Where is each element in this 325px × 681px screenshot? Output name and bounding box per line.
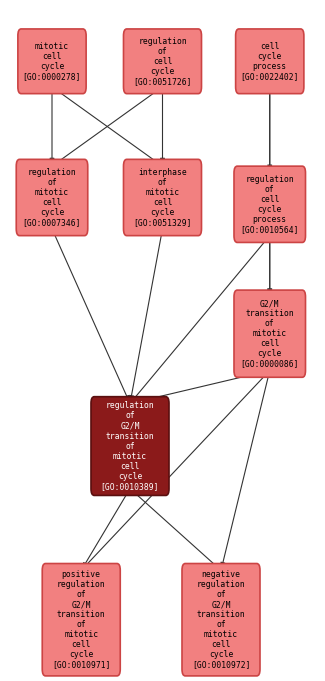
Text: mitotic
cell
cycle
[GO:0000278]: mitotic cell cycle [GO:0000278] [23, 42, 81, 81]
FancyBboxPatch shape [182, 564, 260, 676]
FancyBboxPatch shape [16, 159, 88, 236]
Text: cell
cycle
process
[GO:0022402]: cell cycle process [GO:0022402] [240, 42, 299, 81]
FancyBboxPatch shape [91, 396, 169, 496]
Text: G2/M
transition
of
mitotic
cell
cycle
[GO:0000086]: G2/M transition of mitotic cell cycle [G… [240, 299, 299, 368]
FancyBboxPatch shape [124, 159, 202, 236]
Text: regulation
of
cell
cycle
process
[GO:0010564]: regulation of cell cycle process [GO:001… [240, 174, 299, 234]
Text: positive
regulation
of
G2/M
transition
of
mitotic
cell
cycle
[GO:0010971]: positive regulation of G2/M transition o… [52, 570, 110, 669]
Text: regulation
of
G2/M
transition
of
mitotic
cell
cycle
[GO:0010389]: regulation of G2/M transition of mitotic… [101, 401, 159, 491]
Text: regulation
of
cell
cycle
[GO:0051726]: regulation of cell cycle [GO:0051726] [133, 37, 192, 86]
Text: regulation
of
mitotic
cell
cycle
[GO:0007346]: regulation of mitotic cell cycle [GO:000… [23, 168, 81, 227]
Text: negative
regulation
of
G2/M
transition
of
mitotic
cell
cycle
[GO:0010972]: negative regulation of G2/M transition o… [192, 570, 250, 669]
FancyBboxPatch shape [234, 166, 306, 242]
FancyBboxPatch shape [42, 564, 120, 676]
FancyBboxPatch shape [236, 29, 304, 93]
Text: interphase
of
mitotic
cell
cycle
[GO:0051329]: interphase of mitotic cell cycle [GO:005… [133, 168, 192, 227]
FancyBboxPatch shape [124, 29, 202, 93]
FancyBboxPatch shape [234, 290, 306, 377]
FancyBboxPatch shape [18, 29, 86, 93]
